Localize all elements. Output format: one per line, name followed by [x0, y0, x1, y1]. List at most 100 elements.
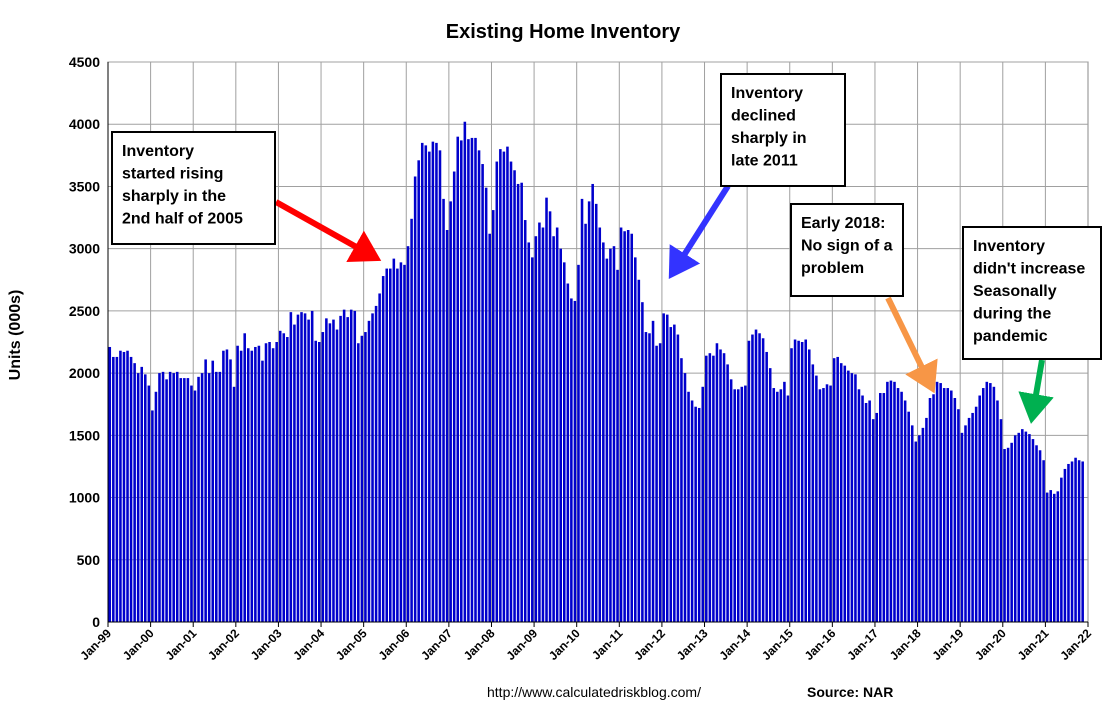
- bar: [662, 313, 665, 622]
- bar: [634, 257, 637, 622]
- x-tick-label: Jan-14: [716, 626, 753, 663]
- bar: [1006, 447, 1010, 622]
- bar: [761, 338, 765, 622]
- bar: [602, 242, 605, 622]
- bar: [154, 391, 158, 622]
- bar: [641, 302, 644, 622]
- annotation-box: [720, 73, 846, 187]
- bar: [864, 402, 868, 622]
- bar: [342, 309, 346, 622]
- bar: [832, 358, 836, 622]
- bar: [989, 383, 992, 622]
- bar: [733, 389, 736, 622]
- bar: [570, 298, 573, 622]
- bar: [900, 391, 903, 622]
- bar: [527, 242, 531, 622]
- bar: [275, 342, 278, 622]
- bar: [985, 381, 989, 622]
- bar: [623, 231, 626, 622]
- bar: [484, 187, 488, 622]
- bar: [513, 170, 516, 622]
- bar: [477, 150, 481, 622]
- bar: [286, 337, 289, 622]
- y-tick-label: 3500: [69, 178, 100, 194]
- bar: [502, 151, 506, 622]
- bar: [268, 342, 271, 622]
- bar: [229, 359, 232, 622]
- bar: [843, 365, 847, 622]
- bar: [804, 339, 807, 622]
- bar: [310, 310, 314, 622]
- bar: [1010, 442, 1013, 622]
- footer-source: Source: NAR: [807, 684, 893, 700]
- bar: [172, 373, 175, 622]
- bar: [559, 248, 562, 622]
- bar: [353, 310, 357, 622]
- bar: [300, 312, 303, 622]
- bar: [463, 121, 467, 622]
- bar: [879, 393, 882, 622]
- bar: [971, 412, 974, 622]
- y-tick-labels: 0 500 1000 1500 2000 2500 3000 3500 4000 4500: [69, 54, 100, 630]
- bar: [705, 355, 708, 622]
- annotation-text-line: started rising: [122, 166, 223, 183]
- bar: [161, 371, 165, 622]
- bar: [882, 393, 886, 622]
- bar: [644, 332, 648, 622]
- y-tick-label: 2000: [69, 365, 100, 381]
- bar: [790, 348, 793, 622]
- chart-title: Existing Home Inventory: [446, 21, 681, 43]
- bar: [967, 417, 971, 622]
- bar: [1003, 449, 1006, 622]
- bar: [452, 171, 456, 622]
- bar: [222, 350, 225, 622]
- y-tick-label: 1000: [69, 490, 100, 506]
- bar: [523, 220, 527, 623]
- bar: [783, 381, 786, 622]
- bar: [389, 268, 392, 622]
- bar: [1052, 493, 1056, 622]
- bar: [406, 246, 410, 622]
- annotation-arrow: [1018, 359, 1054, 424]
- bar: [197, 376, 200, 622]
- annotation-box: [111, 131, 276, 245]
- bar: [385, 268, 389, 622]
- bar: [935, 381, 939, 622]
- y-tick-label: 2500: [69, 303, 100, 319]
- bar: [122, 351, 126, 622]
- bar: [381, 276, 385, 622]
- bar: [1013, 435, 1017, 622]
- bar: [946, 388, 950, 622]
- bar: [495, 161, 499, 623]
- bar: [573, 300, 577, 622]
- bar: [598, 227, 602, 622]
- annotation-text-line: Inventory: [731, 85, 803, 102]
- bar: [364, 332, 367, 622]
- y-tick-label: 0: [92, 614, 100, 630]
- annotation-box: [962, 226, 1102, 360]
- x-tick-label: Jan-20: [972, 626, 1009, 663]
- bar: [1067, 463, 1070, 622]
- bar: [456, 136, 460, 622]
- bar: [683, 373, 687, 622]
- bar: [413, 176, 417, 622]
- bar: [1038, 450, 1042, 622]
- bar: [289, 312, 293, 622]
- bar: [1063, 468, 1067, 622]
- bar: [648, 333, 651, 622]
- bar: [914, 441, 918, 622]
- bar: [339, 315, 342, 622]
- bar: [886, 381, 889, 622]
- bar: [736, 389, 740, 622]
- bar: [499, 149, 502, 622]
- bar: [403, 264, 406, 622]
- bar: [1060, 477, 1063, 622]
- bar: [1045, 492, 1049, 622]
- bar: [467, 139, 470, 622]
- bar: [1070, 461, 1074, 622]
- bar: [807, 349, 811, 622]
- x-tick-label: Jan-01: [163, 626, 200, 663]
- bar: [165, 379, 168, 622]
- x-tick-label: Jan-18: [887, 626, 924, 663]
- bar: [939, 383, 942, 622]
